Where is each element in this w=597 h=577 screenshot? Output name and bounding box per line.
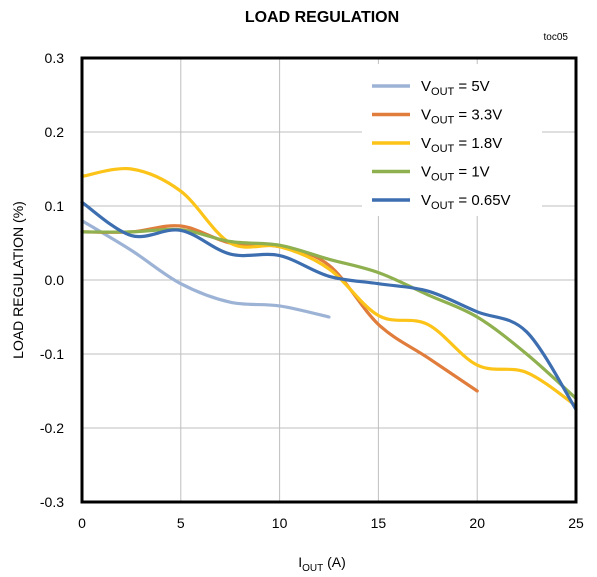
legend-label-value: = 0.65V [454, 192, 510, 209]
x-axis-label-sub: OUT [302, 563, 323, 574]
x-tick-label: 15 [371, 515, 387, 531]
y-axis-label: LOAD REGULATION (%) [10, 201, 26, 359]
legend-label-prefix: V [421, 135, 431, 152]
legend-label-prefix: V [421, 164, 431, 181]
y-tick-label: 0.0 [45, 272, 65, 288]
y-tick-labels: 0.3 0.2 0.1 0.0 -0.1 -0.2 -0.3 [40, 50, 64, 510]
x-axis-label-main: I [298, 554, 302, 570]
y-tick-label: -0.1 [40, 346, 64, 362]
legend-label-prefix: V [421, 78, 431, 95]
y-tick-label: 0.1 [45, 198, 65, 214]
y-tick-label: 0.2 [45, 124, 65, 140]
legend-label: VOUT = 1.8V [421, 135, 502, 155]
y-tick-label: 0.3 [45, 50, 65, 66]
x-axis-label-unit: (A) [323, 554, 346, 570]
x-tick-label: 25 [568, 515, 584, 531]
legend-label-value: = 1.8V [454, 135, 502, 152]
legend-label-value: = 5V [454, 78, 489, 95]
legend-label: VOUT = 0.65V [421, 192, 511, 212]
series-line-1.8V [80, 166, 578, 408]
legend-label-prefix: V [421, 107, 431, 124]
legend-label: VOUT = 1V [421, 164, 490, 184]
y-tick-label: -0.2 [40, 420, 64, 436]
legend-background [362, 64, 542, 216]
legend-label-sub: OUT [431, 200, 455, 212]
chart-annotation: toc05 [544, 32, 569, 43]
legend-label-value: = 3.3V [454, 107, 502, 124]
series-lines [80, 166, 578, 412]
plot-area-frame [80, 56, 578, 504]
legend-label-sub: OUT [431, 86, 455, 98]
x-tick-label: 5 [177, 515, 185, 531]
legend-label: VOUT = 5V [421, 78, 490, 98]
x-tick-label: 10 [272, 515, 288, 531]
legend-label-sub: OUT [431, 115, 455, 127]
legend-label-sub: OUT [431, 172, 455, 184]
legend-label-value: = 1V [454, 164, 489, 181]
y-tick-label: -0.3 [40, 494, 64, 510]
chart-title: LOAD REGULATION [245, 9, 399, 26]
x-tick-labels: 0 5 10 15 20 25 [78, 515, 584, 531]
series-line-1V [80, 227, 578, 400]
legend-label-prefix: V [421, 192, 431, 209]
legend-label-sub: OUT [431, 143, 455, 155]
x-tick-label: 0 [78, 515, 86, 531]
legend-label: VOUT = 3.3V [421, 107, 502, 127]
x-tick-label: 20 [469, 515, 485, 531]
x-axis-label: IOUT (A) [298, 554, 346, 574]
series-line-5V [80, 219, 331, 319]
series-line-0.65V [80, 200, 578, 412]
